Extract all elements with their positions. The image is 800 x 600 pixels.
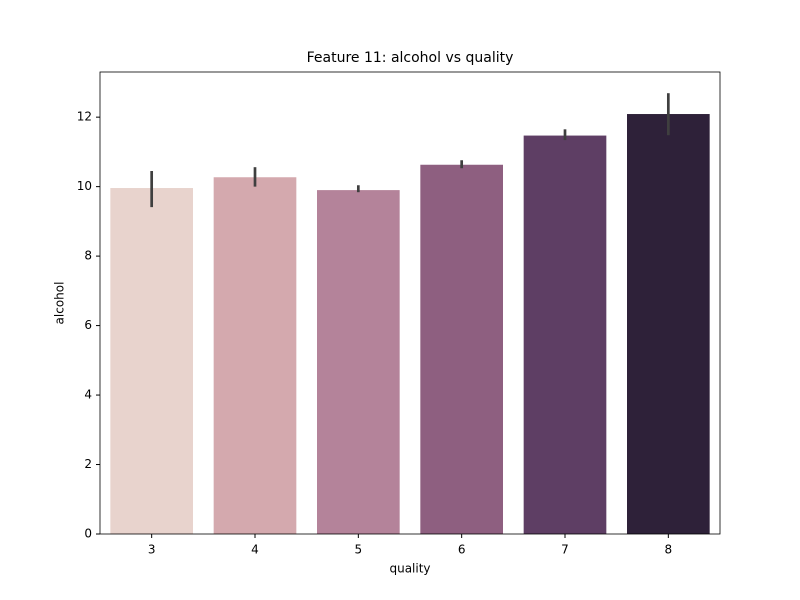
x-tick-label: 4 [251,543,259,557]
x-axis-label: quality [389,562,430,576]
bar [627,114,710,534]
y-tick-label: 0 [84,527,92,541]
x-tick-label: 8 [665,543,673,557]
bar [110,188,193,534]
y-axis-label: alcohol [53,282,67,325]
x-tick-label: 5 [355,543,363,557]
bar [213,177,297,534]
plot-frame [99,71,721,535]
y-tick-label: 4 [84,388,92,402]
x-tick-label: 7 [561,543,569,557]
chart-title: Feature 11: alcohol vs quality [307,50,514,66]
bar [523,135,607,534]
y-tick-label: 10 [77,179,92,193]
x-tick-label: 6 [458,543,466,557]
y-tick-label: 2 [84,457,92,471]
y-tick-label: 8 [84,249,92,263]
bar [420,164,503,534]
y-tick-label: 6 [84,318,92,332]
bar [317,190,400,534]
y-tick-label: 12 [77,110,92,124]
x-tick-label: 3 [148,543,156,557]
